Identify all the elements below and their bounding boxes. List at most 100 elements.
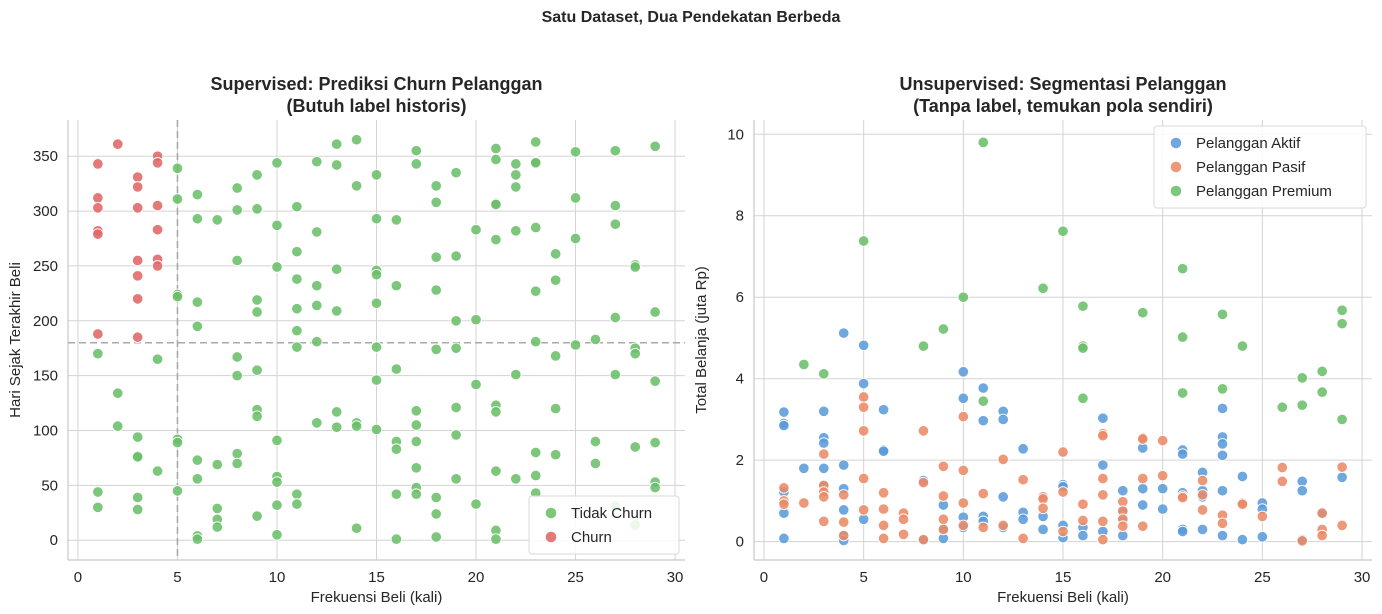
data-point xyxy=(649,140,661,153)
data-point xyxy=(549,448,562,461)
data-point xyxy=(131,331,144,344)
data-point xyxy=(251,410,263,423)
data-point xyxy=(330,406,343,418)
y-axis-label: Hari Sejak Terakhir Beli xyxy=(7,262,24,418)
data-point xyxy=(92,228,104,240)
data-point xyxy=(589,435,602,448)
data-point xyxy=(490,198,502,211)
data-point xyxy=(131,270,144,282)
data-point xyxy=(1097,533,1109,546)
data-point xyxy=(92,202,104,214)
data-point xyxy=(251,510,263,522)
data-point xyxy=(877,519,890,532)
data-point xyxy=(1316,386,1328,398)
data-point xyxy=(977,395,990,407)
legend-label: Churn xyxy=(571,529,612,546)
data-point xyxy=(291,273,303,285)
data-point xyxy=(1296,484,1308,497)
x-tick-label: 25 xyxy=(1254,569,1271,586)
data-point xyxy=(410,158,423,170)
data-point xyxy=(1037,523,1049,536)
data-point xyxy=(390,533,403,545)
x-tick-label: 10 xyxy=(955,569,972,586)
data-point xyxy=(151,353,164,365)
data-point xyxy=(1176,448,1189,460)
data-point xyxy=(589,333,602,346)
data-point xyxy=(410,462,423,474)
data-point xyxy=(1017,443,1029,455)
data-point xyxy=(877,445,890,457)
data-point xyxy=(231,204,243,216)
data-point xyxy=(191,473,204,485)
data-point xyxy=(1256,510,1269,523)
data-point xyxy=(350,420,363,432)
data-point xyxy=(1077,392,1089,405)
data-point xyxy=(370,169,383,181)
data-point xyxy=(529,285,542,297)
legend-label: Pelanggan Pasif xyxy=(1196,159,1306,176)
data-point xyxy=(251,203,263,215)
data-point xyxy=(569,232,582,245)
data-point xyxy=(271,529,283,541)
data-point xyxy=(131,431,144,443)
data-point xyxy=(271,434,283,447)
legend: Tidak Churn Churn xyxy=(528,495,680,555)
data-point xyxy=(1316,529,1328,542)
data-point xyxy=(649,436,661,449)
legend-label: Pelanggan Premium xyxy=(1196,183,1332,200)
data-point xyxy=(1097,489,1109,501)
data-point xyxy=(649,481,661,494)
legend-label: Pelanggan Aktif xyxy=(1196,135,1301,152)
data-point xyxy=(1037,282,1049,295)
data-point xyxy=(818,491,830,503)
data-point xyxy=(151,157,164,169)
data-point xyxy=(549,350,562,362)
data-point xyxy=(1336,413,1348,426)
data-point xyxy=(997,519,1009,532)
data-point xyxy=(92,158,104,170)
data-point xyxy=(450,250,462,262)
data-point xyxy=(1077,529,1089,542)
chart-title-line: (Tanpa label, temukan pola sendiri) xyxy=(913,96,1213,116)
data-point xyxy=(92,347,104,360)
data-point xyxy=(957,519,970,532)
data-point xyxy=(1296,535,1308,547)
data-point xyxy=(1077,342,1089,354)
data-point xyxy=(877,487,890,499)
data-point xyxy=(837,327,850,339)
data-point xyxy=(1276,461,1289,474)
data-point xyxy=(430,284,442,296)
data-point xyxy=(251,169,263,181)
data-point xyxy=(510,473,522,485)
data-point xyxy=(1097,412,1109,424)
data-point xyxy=(311,226,323,238)
data-point xyxy=(818,368,830,380)
data-point xyxy=(231,254,243,267)
y-tick-label: 0 xyxy=(736,534,744,551)
data-point xyxy=(450,315,462,327)
data-point xyxy=(1176,331,1189,343)
x-tick-label: 0 xyxy=(74,569,82,586)
data-point xyxy=(191,320,204,333)
data-point xyxy=(470,498,482,510)
data-point xyxy=(450,342,462,354)
data-point xyxy=(1196,489,1209,501)
data-point xyxy=(112,420,124,432)
data-point xyxy=(271,219,283,232)
data-point xyxy=(549,248,562,260)
data-point xyxy=(1176,525,1189,538)
data-point xyxy=(1136,433,1149,445)
data-point xyxy=(1196,504,1209,516)
data-point xyxy=(211,458,224,471)
data-point xyxy=(1216,402,1229,415)
data-point xyxy=(857,377,870,390)
data-point xyxy=(191,296,204,308)
data-point xyxy=(430,180,442,192)
data-point xyxy=(837,504,850,516)
data-point xyxy=(271,476,283,488)
legend-box xyxy=(528,495,680,555)
data-point xyxy=(191,213,204,225)
x-tick-label: 0 xyxy=(760,569,768,586)
data-point xyxy=(897,513,910,526)
data-point xyxy=(131,491,144,504)
